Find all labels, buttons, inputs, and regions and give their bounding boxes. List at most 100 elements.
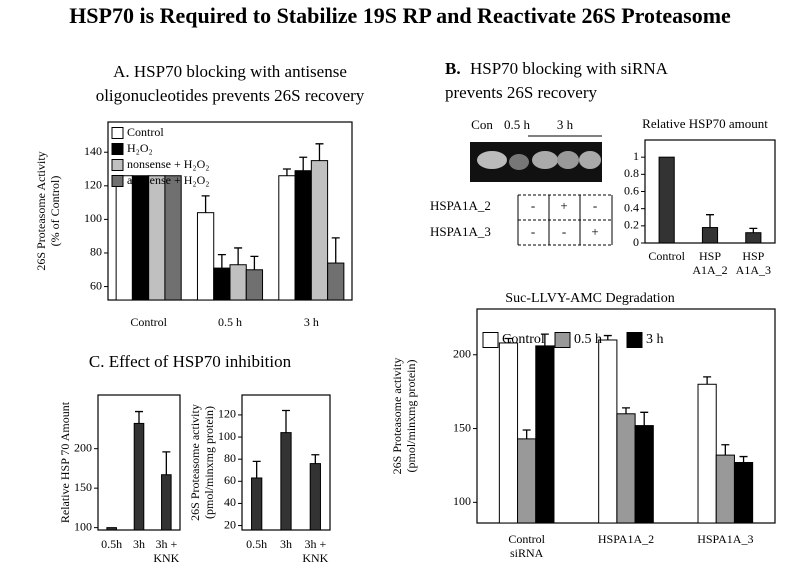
error-bar [703,376,712,385]
y-tick-label: 0.8 [624,166,639,180]
error-bar [706,214,714,228]
x-tick-label: 3 h [304,315,319,329]
x-tick-label: 3h + [155,537,177,551]
chart-title: C. Effect of HSP70 inhibition [89,352,292,371]
table-cell: - [562,224,566,239]
gel-band [477,151,507,169]
bar [310,160,329,301]
gel-band [579,151,601,169]
bar [658,156,675,244]
x-tick-label: 3h + [304,537,326,551]
error-bar [640,411,649,426]
x-tick-label: KNK [153,551,179,565]
legend-swatch [111,127,124,139]
y-tick-label: 100 [218,429,236,443]
panel-b-title: prevents 26S recovery [445,83,598,102]
error-bar [234,247,243,265]
lane-label: Con [471,117,493,132]
error-bar [331,237,340,264]
bar [745,232,762,244]
gel-band [557,151,579,169]
legend-swatch [554,332,571,348]
y-axis-label: 26S Proteasome activity [390,358,404,475]
error-bar [135,410,143,424]
error-bar [282,409,290,433]
y-axis-label: (% of Control) [48,176,62,247]
legend-label: 0.5 h [574,332,602,347]
error-bar [201,195,210,213]
bar [245,269,264,301]
y-tick-label: 100 [453,494,471,508]
chart-title: oligonucleotides prevents 26S recovery [96,86,365,105]
x-tick-label: HSPA1A_2 [598,532,654,546]
legend-swatch [482,332,499,348]
legend-label: H₂O₂ [127,141,153,155]
table-cell: - [531,198,535,213]
error-bar [299,156,308,171]
y-axis-label: (pmol/minxmg protein) [404,360,418,473]
x-tick-label: 0.5 h [218,315,242,329]
row-label: HSPA1A_3 [430,224,491,239]
error-bar [250,255,259,270]
bar [733,461,754,524]
bar [697,383,717,524]
y-axis-label: (pmol/minxmg protein) [202,406,216,519]
bar [131,175,150,301]
x-tick-label: Control [648,249,685,263]
bar [164,175,182,301]
row-label: HSPA1A_2 [430,198,491,213]
legend-label: Control [502,332,545,347]
legend-swatch [111,143,124,155]
y-tick-label: 200 [453,347,471,361]
x-tick-label: A1A_3 [736,263,771,277]
error-bar [311,454,320,464]
error-bar [522,429,531,439]
bar [535,345,555,524]
table-cell: - [531,224,535,239]
bar [294,170,312,301]
bar [715,454,735,524]
y-tick-label: 20 [224,517,236,531]
y-tick-label: 120 [84,178,102,192]
bar [634,425,654,524]
chart-title: Relative HSP70 amount [642,116,768,131]
legend-label: antisense + H₂O₂ [127,173,209,187]
lane-label: 0.5 h [504,117,531,132]
bar [229,264,247,301]
bar [498,342,519,524]
bar [133,422,145,531]
y-tick-label: 150 [74,480,92,494]
y-tick-label: 0.4 [624,200,639,214]
x-tick-label: HSP [742,249,764,263]
bar [161,474,172,531]
y-axis-label: 26S Proteasome Activity [34,151,48,270]
lane-label: 3 h [557,117,574,132]
error-bar [315,143,324,161]
y-tick-label: 140 [84,144,102,158]
gel-band [509,154,529,170]
legend-label: nonsense + H₂O₂ [127,157,209,171]
bar [309,463,321,531]
y-tick-label: 200 [74,440,92,454]
error-bar [252,460,261,478]
error-bar [162,451,171,475]
bar [517,438,537,524]
error-bar [504,337,513,343]
y-tick-label: 60 [90,278,102,292]
x-tick-label: 3h [280,537,292,551]
figure-title: HSP70 is Required to Stabilize 19S RP an… [69,3,731,28]
y-tick-label: 100 [84,211,102,225]
x-tick-label: siRNA [510,546,544,560]
y-axis-label: Relative HSP 70 Amount [58,401,72,523]
error-bar [749,227,758,233]
panel-b-title: HSP70 blocking with siRNA [470,59,669,78]
gel-band [532,151,558,169]
bar [213,267,231,301]
bar [701,227,719,244]
table-cell: - [593,198,597,213]
y-tick-label: 0.2 [624,218,639,232]
bar [251,477,263,531]
legend-label: 3 h [646,332,664,347]
legend-swatch [111,159,124,171]
